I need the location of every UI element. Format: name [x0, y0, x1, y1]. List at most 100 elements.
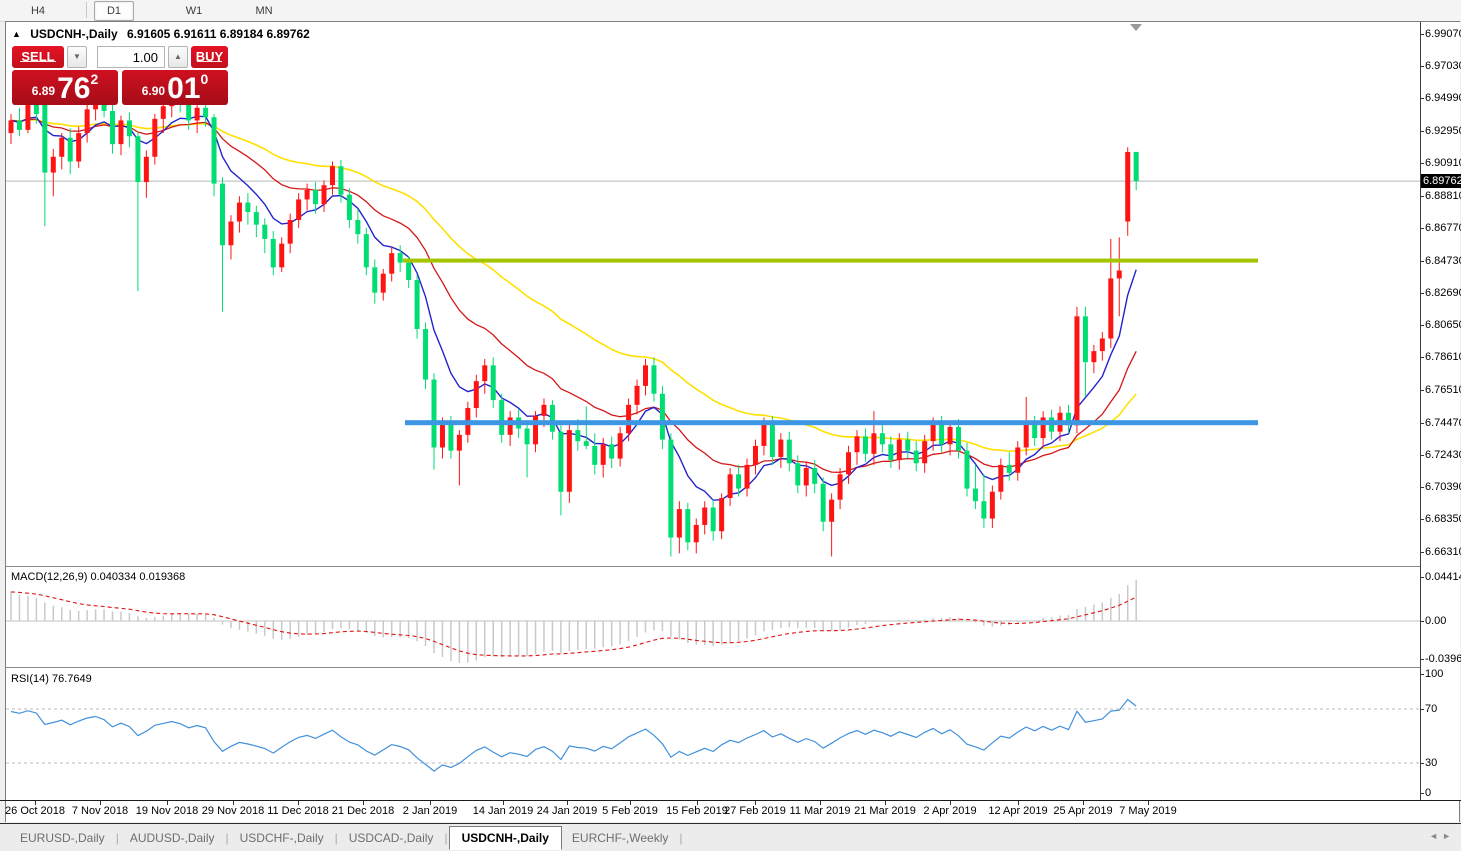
candle: [913, 450, 919, 464]
axis-tick: [1420, 228, 1424, 230]
date-axis-label: 27 Feb 2019: [724, 805, 786, 817]
candle: [592, 445, 598, 465]
candle: [871, 433, 877, 454]
candle: [59, 137, 65, 157]
candles-layer: [8, 85, 1139, 557]
candle: [1091, 351, 1097, 363]
tab-usdcnh-daily[interactable]: USDCNH-,Daily: [448, 825, 562, 850]
candle: [668, 439, 674, 538]
candle: [626, 404, 632, 434]
candle: [1040, 417, 1046, 439]
rsi-axis-label: 70: [1425, 703, 1438, 715]
tab-scroll-left-icon[interactable]: ◄: [1429, 831, 1443, 841]
chart-tab-bar: EURUSD-,Daily | AUDUSD-,Daily | USDCHF-,Dail…: [0, 823, 1461, 851]
candle: [922, 441, 928, 464]
candle: [236, 202, 242, 222]
candle: [143, 156, 149, 183]
tab-usdchf-daily[interactable]: USDCHF-,Daily: [239, 830, 324, 845]
axis-tick: [1420, 390, 1424, 392]
horizontal-line-object[interactable]: [405, 420, 1258, 426]
date-axis[interactable]: 26 Oct 2018 7 Nov 2018 19 Nov 2018 29 Nov 2…: [5, 801, 1459, 822]
chart-symbol: USDCNH-,Daily: [30, 27, 118, 41]
timeframe-button-h4[interactable]: H4: [30, 5, 46, 17]
candle: [499, 400, 505, 435]
buy-price-panel[interactable]: 6.90 01 0: [122, 70, 228, 105]
horizontal-line-object[interactable]: [403, 258, 1258, 263]
candle: [228, 221, 234, 246]
chart-shift-marker-icon[interactable]: [1130, 24, 1142, 31]
candle: [702, 507, 708, 525]
volume-up-button[interactable]: ▲: [168, 46, 188, 68]
sell-price-panel[interactable]: 6.89 76 2: [12, 70, 118, 105]
candle: [380, 273, 386, 293]
macd-pane[interactable]: [6, 568, 1420, 666]
candle: [862, 436, 868, 454]
date-axis-tick: [1148, 801, 1149, 805]
rsi-axis-label: 30: [1425, 757, 1438, 769]
price-axis-label: 6.94990: [1425, 92, 1461, 105]
tab-eurchf-weekly[interactable]: EURCHF-,Weekly: [571, 830, 669, 845]
candle: [1066, 412, 1071, 426]
buy-button[interactable]: BUY: [191, 46, 228, 68]
candle: [829, 499, 835, 522]
date-axis-tick: [430, 801, 431, 805]
date-axis-tick: [567, 801, 568, 805]
axis-tick: [1420, 454, 1424, 456]
price-axis[interactable]: [1420, 22, 1460, 801]
candle: [456, 434, 462, 451]
tab-audusd-daily[interactable]: AUDUSD-,Daily: [129, 830, 215, 845]
axis-tick: [1420, 292, 1424, 294]
pane-separator[interactable]: [6, 667, 1460, 669]
sell-button[interactable]: SELL: [12, 46, 64, 68]
pane-separator[interactable]: [6, 566, 1460, 568]
tab-scroll-arrows[interactable]: ◄►: [1429, 831, 1455, 841]
price-axis-label: 6.76510: [1425, 384, 1461, 397]
price-axis-label: 6.90910: [1425, 156, 1461, 169]
candle: [321, 185, 327, 205]
candle: [160, 106, 166, 119]
date-axis-label: 29 Nov 2018: [201, 805, 265, 817]
date-axis-label: 11 Dec 2018: [267, 805, 329, 817]
tab-eurusd-daily[interactable]: EURUSD-,Daily: [20, 830, 105, 845]
rsi-axis-label: 100: [1425, 668, 1444, 680]
current-price-tag: 6.89762: [1421, 174, 1461, 189]
timeframe-button-w1[interactable]: W1: [185, 5, 203, 17]
candle: [643, 365, 648, 386]
volume-input[interactable]: [97, 46, 165, 68]
rsi-pane[interactable]: [6, 669, 1420, 800]
collapse-triangle-icon[interactable]: ▲: [12, 29, 21, 39]
date-axis-label: 2 Jan 2019: [402, 805, 458, 817]
price-axis-label: 6.86770: [1425, 222, 1461, 235]
candle: [989, 491, 995, 519]
candle: [719, 498, 725, 532]
axis-divider: [0, 800, 1461, 801]
axis-tick: [1420, 34, 1424, 35]
candle: [16, 120, 22, 130]
buy-price-sup: 0: [200, 71, 209, 87]
axis-tick: [1420, 357, 1424, 359]
date-axis-tick: [697, 801, 698, 805]
axis-tick: [1420, 674, 1424, 675]
candle: [1006, 464, 1012, 473]
candle: [414, 280, 420, 329]
tab-usdcad-daily[interactable]: USDCAD-,Daily: [348, 830, 434, 845]
candle: [448, 423, 454, 451]
macd-label: MACD(12,26,9) 0.040334 0.019368: [11, 571, 186, 583]
candle: [685, 509, 691, 543]
price-axis-label: 6.99070: [1425, 28, 1461, 40]
candle: [676, 509, 682, 538]
candle: [575, 430, 581, 442]
price-axis-label: 6.88810: [1425, 190, 1461, 203]
timeframe-button-mn[interactable]: MN: [255, 5, 273, 17]
date-axis-label: 14 Jan 2019: [472, 805, 534, 817]
tab-scroll-right-icon[interactable]: ►: [1442, 831, 1455, 841]
date-axis-label: 25 Apr 2019: [1053, 805, 1113, 817]
candle: [736, 474, 742, 489]
timeframe-button-d1[interactable]: D1: [94, 1, 134, 21]
price-axis-label: 6.72430: [1425, 448, 1461, 461]
candle: [558, 431, 564, 492]
candle: [313, 189, 319, 205]
one-click-trading-panel: SELL ▼ ▲ BUY 6.89 76 2 6.90 01 0: [12, 46, 228, 105]
main-chart-pane[interactable]: [6, 22, 1420, 566]
volume-down-button[interactable]: ▼: [67, 46, 87, 68]
